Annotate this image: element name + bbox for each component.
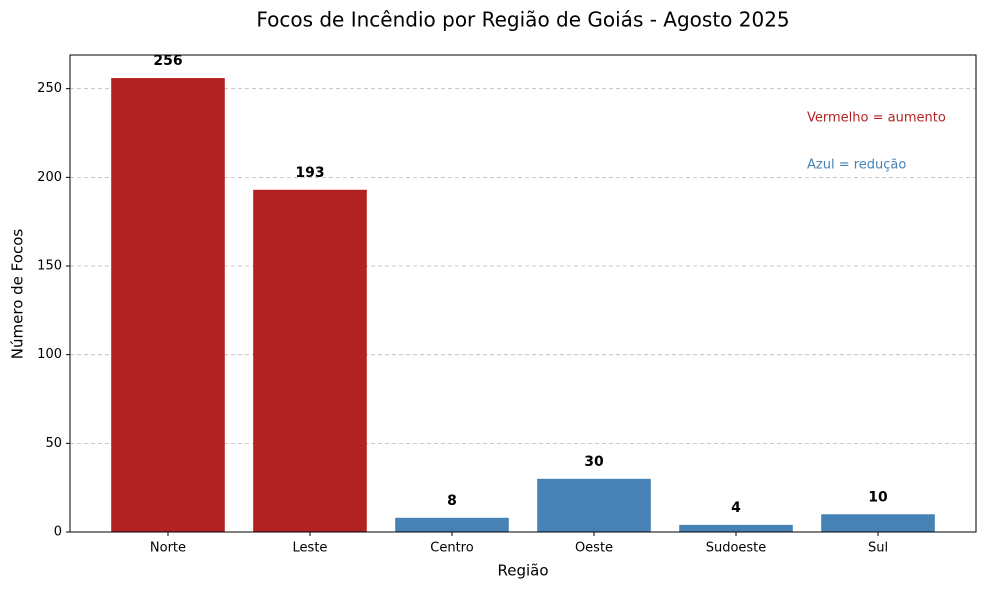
y-tick-label: 0 — [54, 525, 62, 540]
x-axis-label: Região — [497, 562, 548, 580]
bar — [679, 524, 793, 532]
bar — [395, 517, 509, 532]
plot-frame — [69, 54, 977, 533]
bar — [821, 514, 935, 532]
value-label: 193 — [295, 165, 324, 181]
y-tick-label: 250 — [37, 81, 62, 96]
y-tick-label: 150 — [37, 259, 62, 274]
value-label: 8 — [447, 493, 457, 509]
x-tick-label: Leste — [293, 541, 328, 556]
x-tick-label: Sul — [868, 541, 888, 556]
value-label: 10 — [868, 489, 888, 505]
value-label: 30 — [584, 454, 604, 470]
annotation: Vermelho = aumento — [807, 111, 946, 126]
annotation: Azul = redução — [807, 158, 906, 173]
x-tick-label: Sudoeste — [706, 541, 767, 556]
x-tick-label: Oeste — [575, 541, 613, 556]
bar — [537, 478, 651, 532]
y-tick-label: 100 — [37, 347, 62, 362]
value-label: 4 — [731, 500, 741, 516]
x-tick-label: Centro — [430, 541, 473, 556]
bar — [253, 189, 367, 532]
y-axis-label: Número de Focos — [9, 229, 27, 360]
chart-title: Focos de Incêndio por Região de Goiás - … — [256, 8, 789, 32]
y-tick-label: 200 — [37, 170, 62, 185]
x-tick-label: Norte — [150, 541, 186, 556]
value-label: 256 — [153, 53, 182, 69]
y-tick-label: 50 — [45, 436, 62, 451]
bar — [111, 78, 225, 532]
